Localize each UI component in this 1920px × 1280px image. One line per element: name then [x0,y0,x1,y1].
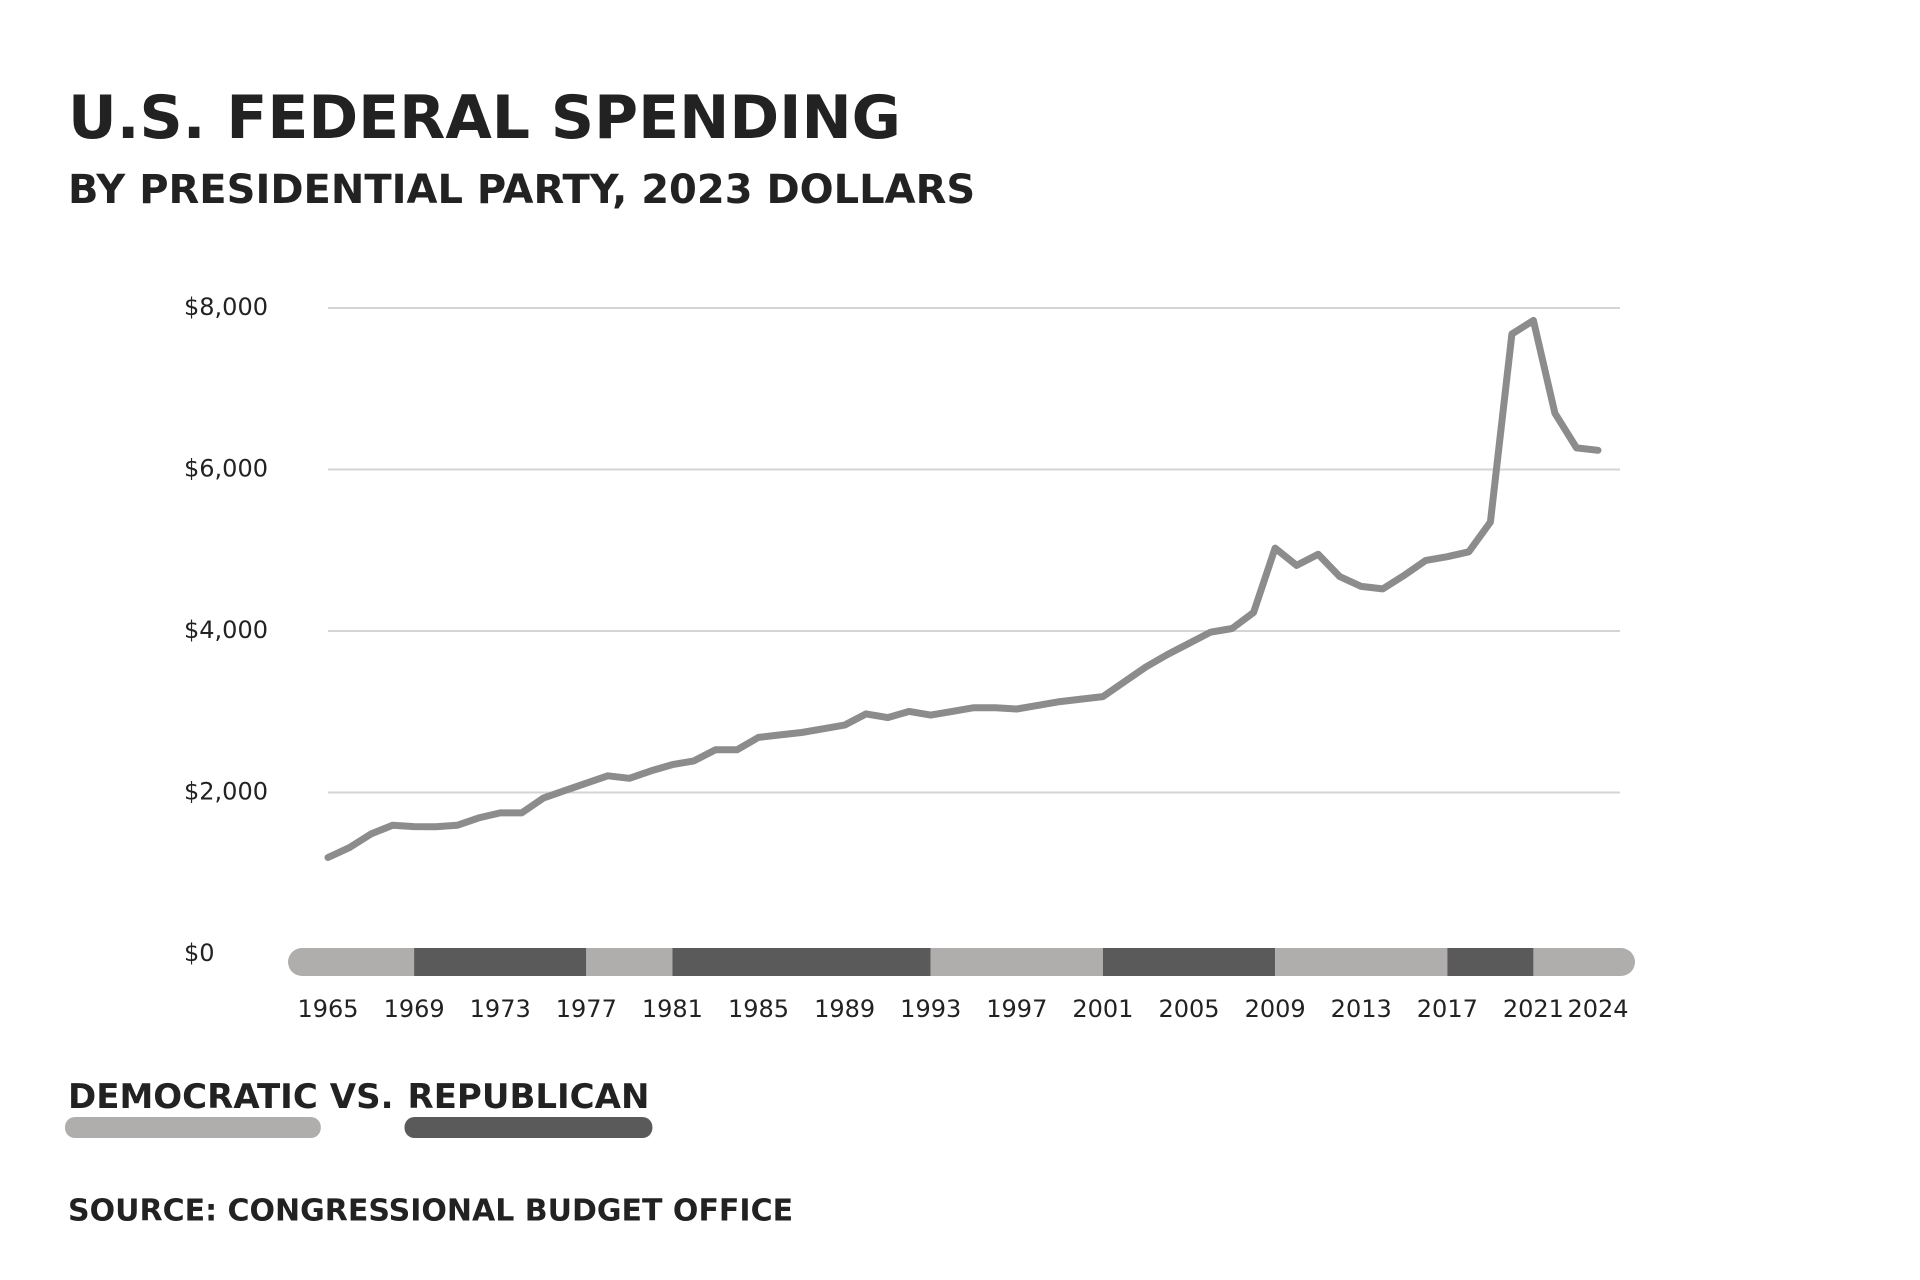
x-tick-label: 1997 [986,995,1047,1023]
y-tick-label: $4,000 [184,616,268,644]
party-period [672,948,931,976]
chart-subtitle: BY PRESIDENTIAL PARTY, 2023 DOLLARS [68,167,975,213]
x-tick-label: 2021 [1503,995,1564,1023]
x-tick-label: 2001 [1072,995,1133,1023]
y-tick-label: $2,000 [184,778,268,806]
y-tick-label: $8,000 [184,293,268,321]
grid [328,307,1620,794]
party-period [1275,948,1448,976]
party-period [930,948,1103,976]
legend: DEMOCRATIC VS. REPUBLICAN [65,1077,653,1138]
source-note: SOURCE: CONGRESSIONAL BUDGET OFFICE [68,1194,793,1229]
x-tick-label: 2013 [1331,995,1392,1023]
x-tick-label: 2017 [1417,995,1478,1023]
x-tick-label: 2009 [1245,995,1306,1023]
x-tick-label: 1969 [384,995,445,1023]
party-period [1447,948,1534,976]
legend-separator: VS. [330,1077,394,1117]
legend-label: DEMOCRATIC [68,1077,318,1117]
x-tick-label: 1985 [728,995,789,1023]
x-tick-label: 1989 [814,995,875,1023]
x-tick-label: 1973 [470,995,531,1023]
party-period [1102,948,1276,976]
party-period [414,948,587,976]
plot: $0 $2,000 $4,000 $6,000 $8,000 1965 1969 1973 19… [184,293,1629,1023]
legend-swatch [65,1117,321,1138]
party-band [288,948,1635,976]
party-period [586,948,673,976]
y-tick-label: $0 [184,939,215,967]
spending-line [324,316,1602,861]
legend-label: REPUBLICAN [408,1077,650,1117]
x-tick-label: 1981 [642,995,703,1023]
legend-swatch [404,1117,653,1138]
chart-title: U.S. FEDERAL SPENDING [68,83,901,153]
x-tick-label: 1993 [900,995,961,1023]
party-period [288,948,415,976]
x-tick-label: 1977 [556,995,617,1023]
party-period [1533,948,1635,976]
y-tick-label: $6,000 [184,455,268,483]
x-tick-label: 2005 [1158,995,1219,1023]
x-tick-label: 2024 [1567,995,1628,1023]
x-tick-label: 1965 [297,995,358,1023]
